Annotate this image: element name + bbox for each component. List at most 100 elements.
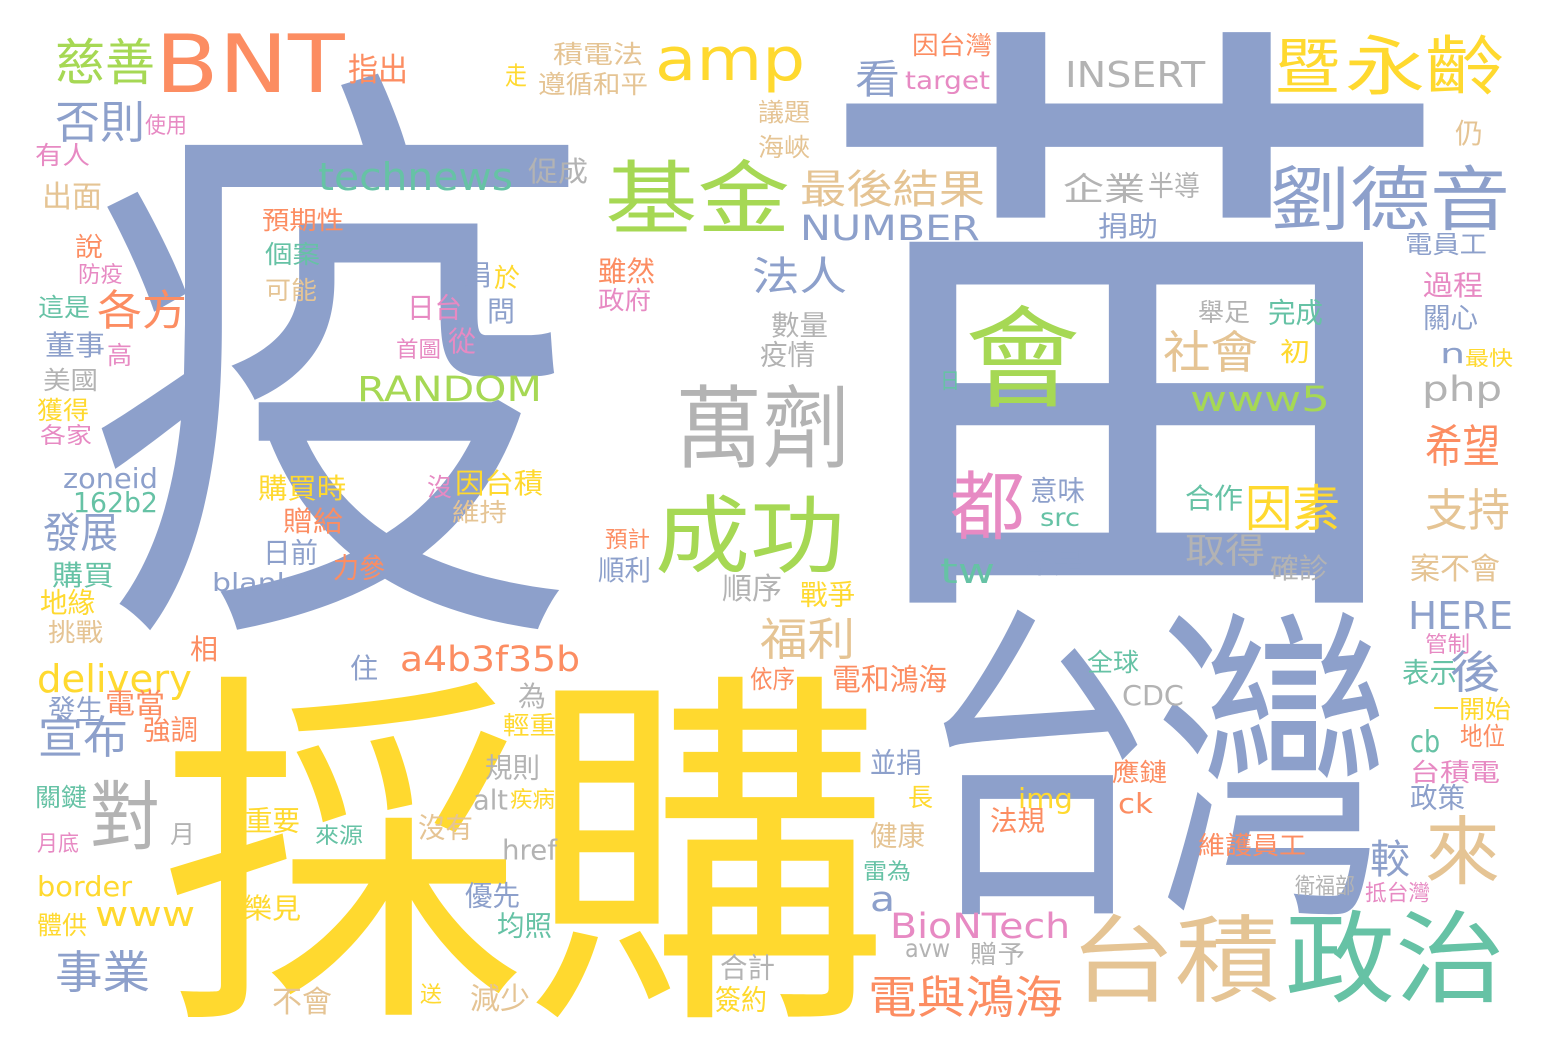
- word-cloud-word: BNT: [155, 18, 345, 111]
- word-cloud-word: 月: [170, 820, 196, 849]
- word-cloud-word: 戰爭: [800, 578, 855, 612]
- word-cloud-word: 社會: [1163, 326, 1259, 379]
- word-cloud-word: 疾病: [510, 788, 556, 813]
- word-cloud-word: 較: [1370, 837, 1410, 883]
- word-cloud-word: 促成: [528, 155, 588, 188]
- word-cloud-word: 抵台灣: [1365, 880, 1431, 907]
- word-cloud-word: 萬劑: [675, 376, 851, 482]
- word-cloud-word: 防疫: [78, 263, 124, 288]
- word-cloud-word: ck: [1118, 787, 1153, 820]
- word-cloud-word: href: [502, 832, 557, 867]
- word-cloud-word: 美國: [43, 366, 99, 395]
- word-cloud-word: 月底: [37, 830, 79, 857]
- word-cloud-word: NUMBER: [800, 209, 980, 249]
- word-cloud-word: 政治: [1285, 901, 1505, 1018]
- word-cloud-word: 強調: [143, 713, 198, 747]
- word-cloud-word: 宣布: [38, 711, 129, 764]
- word-cloud-word: 因台灣: [912, 31, 993, 60]
- word-cloud-word: alt: [473, 784, 509, 817]
- word-cloud-word: 體供: [37, 911, 88, 940]
- word-cloud-word: 走: [505, 62, 528, 92]
- word-cloud-word: 關鍵: [35, 783, 88, 812]
- word-cloud-word: 高: [107, 341, 133, 370]
- word-cloud-word: 捐助: [1098, 210, 1158, 243]
- word-cloud-word: blank: [212, 568, 294, 597]
- word-cloud-word: www5: [1190, 380, 1330, 420]
- word-cloud-word: 合計: [720, 951, 775, 985]
- word-cloud-word: 電員工: [1405, 230, 1487, 259]
- word-cloud-word: 確診: [1270, 552, 1329, 585]
- word-cloud-word: php: [1422, 370, 1503, 410]
- word-cloud-word: 出面: [42, 180, 102, 215]
- word-cloud-word: 規則: [485, 751, 540, 785]
- word-cloud-word: 地緣: [40, 586, 95, 620]
- word-cloud-word: 對: [90, 773, 160, 862]
- word-cloud-word: a: [870, 880, 896, 920]
- word-cloud-word: 並捐: [870, 747, 923, 781]
- word-cloud-word: 挑戰: [48, 618, 104, 647]
- word-cloud-word: border: [37, 870, 133, 903]
- word-cloud-word: 完成: [1268, 296, 1323, 330]
- word-cloud-word: zoneid: [63, 462, 158, 495]
- word-cloud-word: 慈善: [55, 34, 155, 92]
- word-cloud-word: 健康: [870, 819, 925, 853]
- word-cloud-word: 為: [518, 680, 547, 713]
- word-cloud-word: 來: [1425, 808, 1501, 896]
- word-cloud-word: 政府: [598, 286, 652, 315]
- word-cloud-word: 表示: [1402, 656, 1457, 690]
- word-cloud-word: 法人: [752, 254, 848, 300]
- word-cloud-word: 不會: [272, 985, 332, 1020]
- word-cloud-word: 這是: [38, 293, 91, 322]
- word-cloud-word: cb: [1410, 723, 1441, 759]
- word-cloud-word: 162b2: [73, 486, 158, 520]
- word-cloud-word: 使用: [145, 112, 187, 139]
- word-cloud-word: 購買: [52, 559, 115, 592]
- word-cloud-word: 一開始: [1433, 695, 1512, 724]
- word-cloud-word: www: [95, 895, 196, 935]
- word-cloud-word: 贈予: [970, 940, 1026, 969]
- word-cloud-word: 雷為: [863, 860, 912, 885]
- word-cloud-word: 劉德音: [1270, 159, 1511, 241]
- word-cloud-word: 雖然: [598, 255, 656, 288]
- word-cloud-word: 否則: [55, 96, 146, 149]
- word-cloud-word: 看: [855, 57, 900, 103]
- word-cloud-word: 半導: [1148, 170, 1201, 204]
- word-cloud-word: 說: [75, 233, 104, 263]
- word-cloud-word: avw: [905, 934, 951, 964]
- word-cloud-word: 輕重: [503, 711, 557, 740]
- word-cloud-word: 樂見: [243, 892, 302, 925]
- word-cloud-word: 希望: [1425, 420, 1500, 473]
- word-cloud-word: 優先: [465, 879, 520, 913]
- word-cloud-word: 基金: [605, 153, 790, 246]
- word-cloud-word: 最後結果: [800, 167, 985, 213]
- word-cloud-word: BioNTech: [890, 907, 1071, 947]
- word-cloud-word: 法規: [990, 804, 1045, 838]
- word-cloud-word: 維持: [452, 498, 508, 527]
- word-cloud-word: 長: [908, 783, 934, 812]
- word-cloud-word: 沒有: [418, 811, 473, 845]
- word-cloud-word: 董事: [45, 329, 105, 362]
- word-cloud-word: 日: [940, 367, 960, 395]
- word-cloud-word: 台灣: [920, 583, 1390, 967]
- word-cloud-word: 預計: [605, 528, 651, 553]
- word-cloud-word: target: [905, 66, 990, 95]
- word-cloud-word: 後: [1450, 646, 1501, 699]
- word-cloud-word: 沒: [427, 473, 453, 502]
- word-cloud-word: amp: [655, 25, 806, 95]
- word-cloud-word: 日台: [407, 291, 462, 325]
- word-cloud-word: 電與鴻海: [868, 971, 1063, 1024]
- word-cloud-word: 議題: [758, 98, 811, 127]
- word-cloud-word: RANDOM: [357, 370, 542, 410]
- word-cloud-word: 採購: [160, 644, 890, 1052]
- word-cloud-word: 順序: [722, 572, 782, 607]
- word-cloud-word: 成功: [655, 488, 846, 587]
- word-cloud-word: 全球: [1087, 648, 1140, 677]
- word-cloud-word: 合作: [1185, 482, 1244, 515]
- word-cloud-word: 苗: [810, 0, 1460, 700]
- word-cloud-word: 首圖: [396, 338, 442, 363]
- word-cloud-word: src: [1040, 503, 1081, 532]
- word-cloud-word: 應鏈: [1112, 758, 1168, 787]
- word-cloud-word: 永齡: [1345, 30, 1506, 105]
- word-cloud-word: 個案: [265, 240, 321, 269]
